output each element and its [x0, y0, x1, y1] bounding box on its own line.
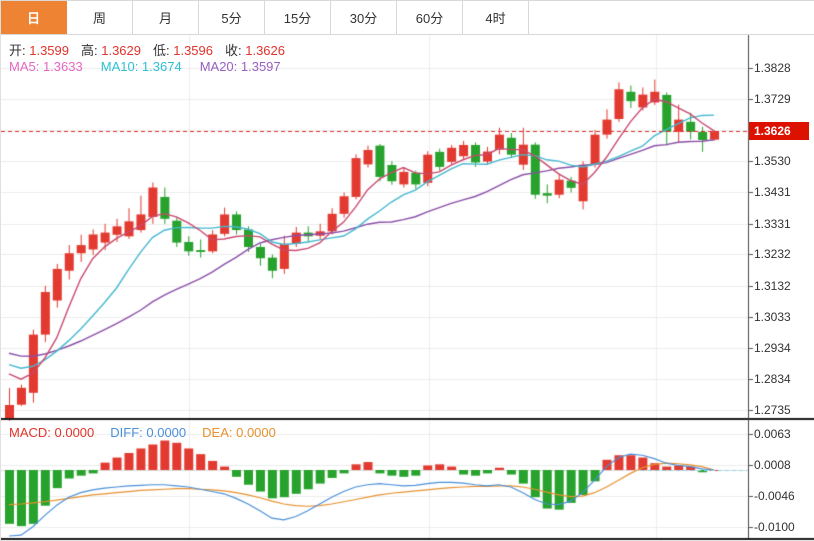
tab-30min[interactable]: 30分 [331, 1, 397, 34]
tab-15min[interactable]: 15分 [265, 1, 331, 34]
tab-60min[interactable]: 60分 [397, 1, 463, 34]
tab-week[interactable]: 周 [67, 1, 133, 34]
tab-5min[interactable]: 5分 [199, 1, 265, 34]
timeframe-tab-bar: 日周月 5分 15分 30分 60分 4时 [1, 0, 814, 35]
tab-day[interactable]: 日 [1, 1, 67, 34]
tab-4hour[interactable]: 4时 [463, 1, 529, 34]
tab-month[interactable]: 月 [133, 1, 199, 34]
